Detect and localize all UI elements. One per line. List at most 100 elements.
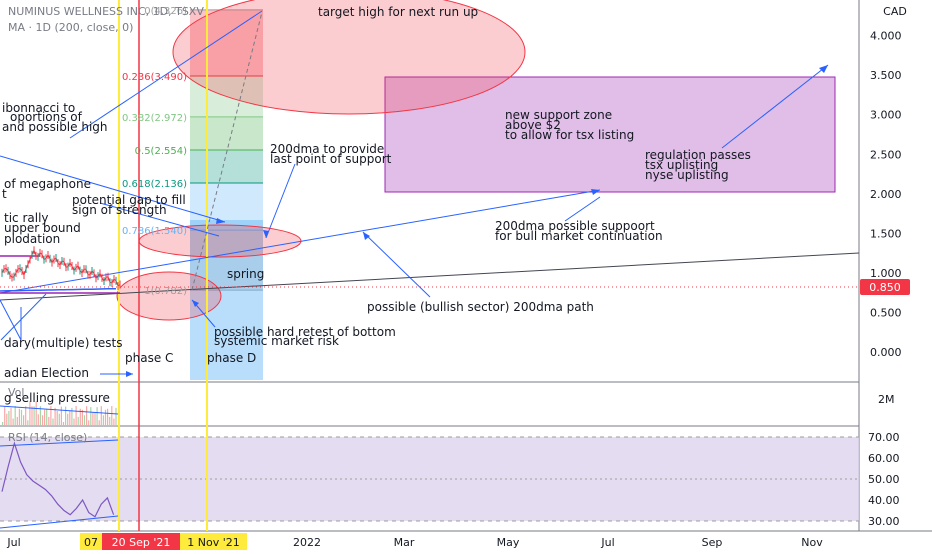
volume-bar: [41, 415, 44, 426]
price-tick: 1.000: [870, 267, 902, 280]
volume-bar: [75, 406, 77, 426]
fib-level-label: 0.618(2.136): [122, 179, 187, 190]
volume-bar: [109, 416, 111, 426]
volume-bar: [46, 408, 48, 426]
fib-band: [190, 230, 263, 291]
price-scale-ticks[interactable]: 4.000 3.500 3.000 2.500 2.000 1.500 1.000 0.500…: [870, 30, 902, 359]
volume-bar: [88, 420, 90, 426]
volume-bar: [92, 412, 94, 426]
time-axis-highlights: 07 20 Sep '21 1 Nov '21: [80, 533, 247, 550]
volume-bar: [39, 406, 41, 426]
fib-level-label: 0.786(1.540): [122, 226, 187, 237]
volume-bar: [29, 401, 31, 426]
volume-bar: [18, 408, 20, 426]
last-price-badge: [860, 279, 910, 295]
volume-pane[interactable]: [0, 382, 859, 426]
fib-band: [190, 183, 263, 231]
volume-bar: [69, 410, 71, 426]
volume-bar: [77, 416, 79, 426]
volume-bar: [60, 406, 62, 426]
fib-level-label: 0.236(3.490): [122, 72, 187, 83]
time-highlight-badge: [180, 533, 247, 550]
volume-bar: [16, 416, 18, 426]
time-highlight-label: 1 Nov '21: [187, 536, 239, 549]
annotation-phase-d: phase D: [207, 351, 256, 365]
annotation-new-support: above $2: [505, 118, 561, 132]
volume-label: Vol: [8, 386, 24, 399]
annotation-election: adian Election: [4, 366, 89, 380]
volume-bar: [6, 413, 8, 426]
annotation-retest: possible hard retest of bottom: [214, 325, 396, 339]
selling-pressure-trend[interactable]: [0, 405, 119, 415]
volume-bar: [111, 406, 113, 426]
volume-bar: [52, 418, 54, 426]
rsi-tick: 70.00: [868, 431, 900, 444]
price-bars[interactable]: [1, 246, 121, 290]
volume-bar: [71, 407, 73, 426]
volume-bar: [73, 418, 75, 426]
arrow-heads: [126, 65, 828, 377]
price-pane[interactable]: [0, 0, 859, 382]
price-tick: 3.500: [870, 69, 902, 82]
target-high-ellipse[interactable]: [172, 0, 526, 115]
rsi-scale-ticks[interactable]: 70.00 60.00 50.00 40.00 30.00: [868, 431, 900, 528]
rsi-trend-lower[interactable]: [0, 515, 119, 529]
annotation-selling-pressure: g selling pressure: [4, 391, 110, 405]
volume-bar: [25, 406, 27, 426]
time-label: May: [497, 536, 520, 549]
annotation-texts: target high for next run up ibonnacci to…: [2, 5, 751, 405]
volume-bar: [35, 401, 37, 426]
volume-bar: [37, 414, 39, 426]
volume-bar: [67, 413, 69, 426]
volume-bar: [115, 407, 117, 426]
volume-bar: [104, 409, 107, 426]
fib-trend-line[interactable]: [191, 11, 263, 291]
trend-line-black[interactable]: [0, 252, 860, 301]
volume-bar: [100, 406, 102, 426]
annotation-megaphone: t: [2, 187, 7, 201]
rsi-line[interactable]: [1, 441, 115, 518]
fib-level-label: 0.382(2.972): [122, 113, 187, 124]
volume-bar: [27, 420, 29, 426]
volume-bar: [113, 418, 115, 426]
time-label: Jul: [600, 536, 614, 549]
volume-bar: [50, 406, 52, 426]
volume-bars: [2, 401, 117, 426]
new-support-zone-box[interactable]: [384, 76, 836, 193]
ma-indicator-label: MA · 1D (200, close, 0): [8, 21, 133, 34]
time-highlight-badge: [102, 533, 180, 550]
fibonacci-retracement[interactable]: [190, 9, 263, 291]
ma-200-line[interactable]: [0, 287, 117, 292]
annotation-200dma-support: 200dma to provide: [270, 142, 384, 156]
volume-bar: [56, 411, 58, 426]
retest-ellipse[interactable]: [116, 271, 222, 321]
volume-bar: [14, 406, 16, 426]
rsi-tick: 60.00: [868, 452, 900, 465]
rsi-tick: 40.00: [868, 494, 900, 507]
price-tick: 0.500: [870, 306, 902, 319]
volume-bar: [86, 406, 88, 426]
volume-bar: [12, 418, 14, 426]
volume-bar: [94, 412, 96, 426]
time-axis-labels[interactable]: Jul 2022 Mar May Jul Sep Nov: [6, 536, 823, 549]
rsi-tick: 30.00: [868, 515, 900, 528]
annotation-bull-market: 200dma possible suppoort: [495, 219, 655, 233]
time-highlight-badge: [80, 533, 102, 550]
annotation-bullish-path: possible (bullish sector) 200dma path: [367, 300, 594, 314]
annotation-new-support: new support zone: [505, 108, 612, 122]
price-tick: 2.000: [870, 188, 902, 201]
volume-bar: [102, 415, 104, 426]
fib-band: [190, 9, 263, 76]
price-tick: 2.500: [870, 148, 902, 161]
fib-level-label: 0(4.326): [144, 6, 187, 17]
annotation-new-support: to allow for tsx listing: [505, 128, 634, 142]
volume-bar: [33, 406, 35, 426]
annotation-regulation: nyse uplisting: [645, 168, 729, 182]
rsi-trend-upper[interactable]: [0, 439, 119, 447]
phase-d-zone[interactable]: [190, 220, 263, 380]
annotation-arrows[interactable]: [0, 10, 829, 375]
fib-level-label: 0.5(2.554): [135, 146, 187, 157]
symbol-title: NUMINUS WELLNESS INC, 1D, TSXV: [8, 5, 204, 18]
